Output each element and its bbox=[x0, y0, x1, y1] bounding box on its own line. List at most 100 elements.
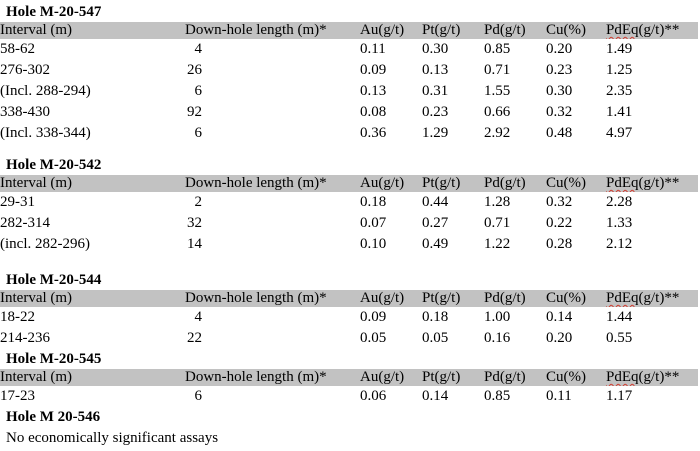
pd-cell: 1.22 bbox=[484, 236, 511, 252]
pd-cell: 0.16 bbox=[484, 330, 511, 346]
pd-cell: 1.55 bbox=[484, 83, 511, 99]
pt-cell: 0.23 bbox=[422, 104, 449, 120]
pdeq-misspelled-word: PdEq bbox=[606, 290, 639, 306]
interval-cell: 276-302 bbox=[0, 62, 50, 78]
pt-cell: 0.31 bbox=[422, 83, 449, 99]
col-header-pd: Pd(g/t) bbox=[484, 175, 526, 191]
col-header-downhole: Down-hole length (m)* bbox=[185, 369, 327, 385]
downhole-length-cell: 4 bbox=[185, 39, 360, 60]
pdeq-units: (g/t)** bbox=[638, 175, 680, 191]
pdeq-cell: 1.41 bbox=[606, 104, 633, 120]
col-header-interval: Interval (m) bbox=[0, 369, 73, 385]
cu-cell: 0.22 bbox=[546, 215, 573, 231]
au-cell: 0.13 bbox=[360, 83, 387, 99]
interval-cell: 58-62 bbox=[0, 41, 35, 57]
pd-cell: 1.28 bbox=[484, 194, 511, 210]
au-cell: 0.05 bbox=[360, 330, 387, 346]
au-cell: 0.11 bbox=[360, 41, 386, 57]
col-header-pt: Pt(g/t) bbox=[422, 290, 461, 306]
pdeq-misspelled-word: PdEq bbox=[606, 369, 639, 385]
col-header-cu: Cu(%) bbox=[546, 369, 586, 385]
downhole-length-value: 6 bbox=[194, 388, 203, 404]
pdeq-cell: 1.33 bbox=[606, 215, 633, 231]
col-header-pdeq: PdEq(g/t)** bbox=[606, 290, 698, 307]
au-cell: 0.18 bbox=[360, 194, 387, 210]
table-row: 338-430 92 0.08 0.23 0.66 0.32 1.41 bbox=[0, 102, 698, 123]
interval-cell: 338-430 bbox=[0, 104, 50, 120]
pdeq-cell: 0.55 bbox=[606, 330, 633, 346]
hole-title-546: Hole M 20-546 bbox=[6, 409, 101, 425]
pt-cell: 1.29 bbox=[422, 125, 449, 141]
table-row: 58-62 4 0.11 0.30 0.85 0.20 1.49 bbox=[0, 39, 698, 60]
table-row: 17-23 6 0.06 0.14 0.85 0.11 1.17 bbox=[0, 386, 698, 407]
cu-cell: 0.20 bbox=[546, 41, 573, 57]
downhole-length-cell: 92 bbox=[185, 102, 360, 123]
hole-title-542: Hole M-20-542 bbox=[6, 157, 102, 173]
table-header-row: Interval (m) Down-hole length (m)* Au(g/… bbox=[0, 290, 698, 307]
interval-cell: 17-23 bbox=[0, 388, 35, 404]
interval-cell: 29-31 bbox=[0, 194, 35, 210]
col-header-au: Au(g/t) bbox=[360, 290, 405, 306]
downhole-length-cell: 6 bbox=[185, 123, 360, 144]
au-cell: 0.08 bbox=[360, 104, 387, 120]
table-row: 214-236 22 0.05 0.05 0.16 0.20 0.55 bbox=[0, 328, 698, 349]
pd-cell: 0.71 bbox=[484, 215, 511, 231]
downhole-length-value: 26 bbox=[187, 62, 202, 78]
downhole-length-cell: 32 bbox=[185, 213, 360, 234]
pdeq-cell: 2.12 bbox=[606, 236, 633, 252]
au-cell: 0.09 bbox=[360, 62, 387, 78]
cu-cell: 0.28 bbox=[546, 236, 573, 252]
col-header-downhole: Down-hole length (m)* bbox=[185, 22, 327, 38]
downhole-length-value: 4 bbox=[194, 309, 203, 325]
assay-table-544: Interval (m) Down-hole length (m)* Au(g/… bbox=[0, 290, 698, 349]
pdeq-cell: 1.49 bbox=[606, 41, 633, 57]
cu-cell: 0.32 bbox=[546, 194, 573, 210]
hole-title-545: Hole M-20-545 bbox=[6, 351, 102, 367]
downhole-length-value: 6 bbox=[194, 125, 203, 141]
pdeq-units: (g/t)** bbox=[638, 369, 680, 385]
hole-title-547: Hole M-20-547 bbox=[6, 4, 102, 20]
pt-cell: 0.27 bbox=[422, 215, 449, 231]
pt-cell: 0.49 bbox=[422, 236, 449, 252]
col-header-au: Au(g/t) bbox=[360, 175, 405, 191]
col-header-interval: Interval (m) bbox=[0, 22, 73, 38]
hole-title-544: Hole M-20-544 bbox=[6, 272, 102, 288]
au-cell: 0.09 bbox=[360, 309, 387, 325]
downhole-length-cell: 22 bbox=[185, 328, 360, 349]
downhole-length-cell: 26 bbox=[185, 60, 360, 81]
col-header-pt: Pt(g/t) bbox=[422, 369, 461, 385]
col-header-downhole: Down-hole length (m)* bbox=[185, 175, 327, 191]
pdeq-units: (g/t)** bbox=[638, 290, 680, 306]
pdeq-misspelled-word: PdEq bbox=[606, 22, 639, 38]
col-header-pdeq: PdEq(g/t)** bbox=[606, 369, 698, 386]
cu-cell: 0.32 bbox=[546, 104, 573, 120]
col-header-pt: Pt(g/t) bbox=[422, 175, 461, 191]
col-header-pt: Pt(g/t) bbox=[422, 22, 461, 38]
pdeq-cell: 2.28 bbox=[606, 194, 633, 210]
table-row: (Incl. 288-294) 6 0.13 0.31 1.55 0.30 2.… bbox=[0, 81, 698, 102]
table-row: 29-31 2 0.18 0.44 1.28 0.32 2.28 bbox=[0, 192, 698, 213]
cu-cell: 0.11 bbox=[546, 388, 572, 404]
col-header-pd: Pd(g/t) bbox=[484, 290, 526, 306]
col-header-downhole: Down-hole length (m)* bbox=[185, 290, 327, 306]
col-header-cu: Cu(%) bbox=[546, 175, 586, 191]
downhole-length-value: 4 bbox=[194, 41, 203, 57]
downhole-length-value: 6 bbox=[194, 83, 203, 99]
pd-cell: 2.92 bbox=[484, 125, 511, 141]
cu-cell: 0.30 bbox=[546, 83, 573, 99]
no-assays-note: No economically significant assays bbox=[6, 430, 219, 446]
downhole-length-value: 14 bbox=[187, 236, 202, 252]
pdeq-cell: 1.17 bbox=[606, 388, 633, 404]
col-header-pdeq: PdEq(g/t)** bbox=[606, 175, 698, 192]
downhole-length-value: 32 bbox=[187, 215, 202, 231]
downhole-length-cell: 2 bbox=[185, 192, 360, 213]
table-header-row: Interval (m) Down-hole length (m)* Au(g/… bbox=[0, 175, 698, 192]
au-cell: 0.06 bbox=[360, 388, 387, 404]
cu-cell: 0.14 bbox=[546, 309, 573, 325]
pdeq-cell: 1.25 bbox=[606, 62, 633, 78]
cu-cell: 0.20 bbox=[546, 330, 573, 346]
col-header-interval: Interval (m) bbox=[0, 175, 73, 191]
table-row: 282-314 32 0.07 0.27 0.71 0.22 1.33 bbox=[0, 213, 698, 234]
cu-cell: 0.48 bbox=[546, 125, 573, 141]
pt-cell: 0.05 bbox=[422, 330, 449, 346]
